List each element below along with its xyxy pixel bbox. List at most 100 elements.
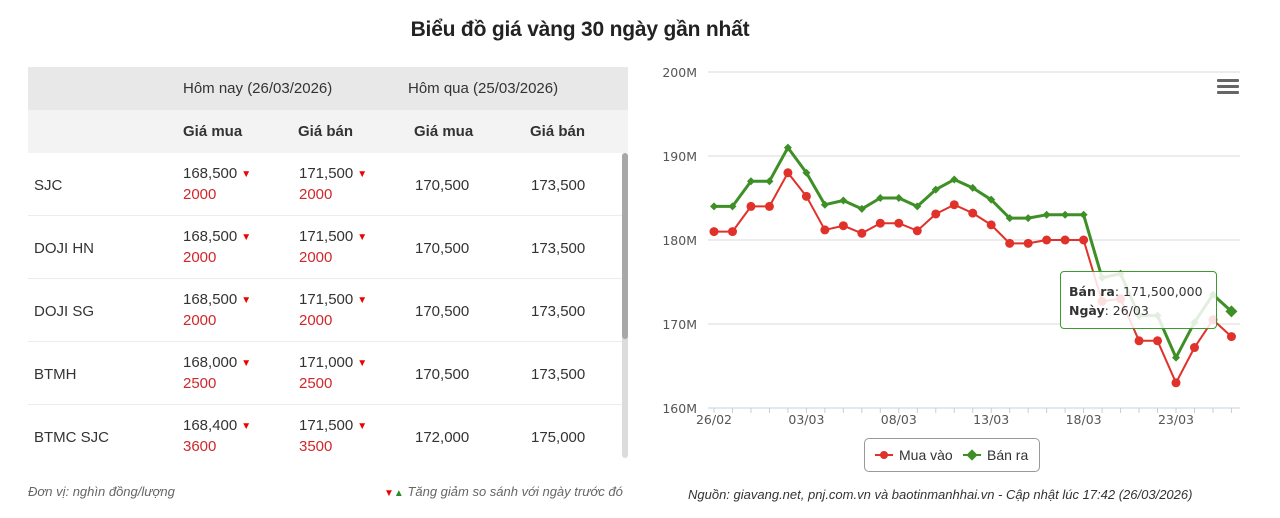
buy-data-point[interactable] — [1023, 238, 1033, 248]
sell-data-point[interactable] — [783, 143, 792, 152]
today-sell-cell: 171,500 ▼ 2000 — [299, 164, 367, 205]
buy-data-point[interactable] — [968, 208, 978, 218]
scrollbar-thumb[interactable] — [622, 153, 628, 339]
tooltip-date: : 26/03 — [1104, 303, 1149, 318]
circle-marker-icon — [875, 449, 893, 461]
buy-data-point[interactable] — [820, 225, 830, 235]
today-sell-change: 2000 — [299, 312, 333, 329]
today-sell-price: 171,500 — [299, 228, 354, 245]
buy-data-point[interactable] — [857, 228, 867, 238]
sell-data-point[interactable] — [802, 168, 811, 177]
today-sell-change: 2000 — [299, 186, 333, 203]
sell-data-point[interactable] — [746, 177, 755, 186]
today-sell-price: 171,000 — [299, 354, 354, 371]
down-triangle-icon: ▼ — [241, 169, 252, 180]
x-axis-tick-label: 26/02 — [696, 412, 732, 427]
sell-data-point[interactable] — [1061, 210, 1070, 219]
legend-item-buy[interactable]: Mua vào — [875, 447, 953, 463]
buy-data-point[interactable] — [1226, 332, 1236, 342]
sell-data-point[interactable] — [1042, 210, 1051, 219]
table-row: BTMH 168,000 ▼ 2500 171,000 ▼ 2500 170,500 173,5… — [28, 342, 622, 405]
diamond-marker-icon — [963, 449, 981, 461]
buy-data-point[interactable] — [764, 201, 774, 211]
buy-data-point[interactable] — [912, 226, 922, 236]
table-row: BTMC SJC 168,400 ▼ 3600 171,500 ▼ 3500 172,000 1… — [28, 405, 622, 460]
buy-data-point[interactable] — [1060, 235, 1070, 245]
tooltip-date-label: Ngày — [1069, 303, 1105, 318]
sell-data-point[interactable] — [1024, 214, 1033, 223]
brand-name: BTMC SJC — [34, 429, 109, 446]
sell-data-point[interactable] — [728, 202, 737, 211]
buy-data-point[interactable] — [1079, 235, 1089, 245]
buy-data-point[interactable] — [875, 218, 885, 228]
brand-name: SJC — [34, 177, 63, 194]
brand-name: BTMH — [34, 366, 77, 383]
page-title: Biểu đồ giá vàng 30 ngày gần nhất — [410, 18, 750, 41]
sell-data-point[interactable] — [876, 194, 885, 202]
buy-data-point[interactable] — [949, 200, 959, 210]
legend-label-buy: Mua vào — [899, 447, 953, 463]
yesterday-buy-price: 170,500 — [415, 240, 470, 257]
buy-data-point[interactable] — [1005, 238, 1015, 248]
sell-data-point[interactable] — [765, 177, 774, 186]
header-today: Hôm nay (26/03/2026) — [183, 80, 333, 97]
buy-data-point[interactable] — [986, 220, 996, 230]
sell-data-point[interactable] — [987, 195, 996, 204]
sell-data-point[interactable] — [968, 183, 977, 192]
today-buy-change: 2500 — [183, 375, 217, 392]
buy-data-point[interactable] — [1042, 235, 1052, 245]
buy-data-point[interactable] — [931, 209, 941, 219]
sell-data-point[interactable] — [857, 204, 866, 213]
sell-data-point[interactable] — [894, 194, 903, 202]
buy-data-point[interactable] — [709, 227, 719, 237]
buy-data-point[interactable] — [1134, 336, 1144, 346]
sell-data-point[interactable] — [1079, 210, 1088, 219]
col-yesterday-sell: Giá bán — [530, 123, 586, 140]
today-sell-cell: 171,500 ▼ 3500 — [299, 416, 367, 457]
source-note: Nguồn: giavang.net, pnj.com.vn và baotin… — [688, 487, 1193, 502]
buy-data-point[interactable] — [801, 191, 811, 201]
today-sell-price: 171,500 — [299, 291, 354, 308]
y-axis-tick-label: 190M — [662, 149, 697, 164]
buy-data-point[interactable] — [894, 218, 904, 228]
sell-data-point[interactable] — [1225, 305, 1238, 318]
sell-data-point[interactable] — [931, 185, 940, 194]
today-buy-change: 2000 — [183, 186, 217, 203]
x-axis-tick-label: 13/03 — [973, 412, 1009, 427]
down-triangle-icon: ▼ — [241, 358, 252, 369]
x-axis-tick-label: 03/03 — [788, 412, 824, 427]
chart-menu-icon[interactable] — [1217, 79, 1239, 95]
sell-data-point[interactable] — [913, 202, 922, 211]
buy-data-point[interactable] — [746, 201, 756, 211]
down-triangle-icon: ▼ — [357, 421, 368, 432]
sell-data-point[interactable] — [839, 196, 848, 205]
gold-price-line-chart[interactable]: 160M 170M 180M 190M 200M 26/02 03/03 08/03 13/03… — [650, 55, 1260, 485]
down-triangle-icon: ▼ — [357, 169, 368, 180]
sell-data-point[interactable] — [950, 175, 959, 184]
y-axis-tick-label: 200M — [662, 65, 697, 80]
buy-data-point[interactable] — [1189, 343, 1199, 353]
y-axis-tick-label: 160M — [662, 401, 697, 416]
sell-data-point[interactable] — [710, 202, 718, 211]
buy-data-point[interactable] — [727, 227, 737, 237]
buy-data-point[interactable] — [1171, 378, 1181, 388]
sell-data-point[interactable] — [1172, 353, 1180, 362]
buy-data-point[interactable] — [1153, 336, 1163, 346]
legend-item-sell[interactable]: Bán ra — [963, 447, 1028, 463]
down-triangle-icon: ▼ — [241, 421, 252, 432]
col-today-sell: Giá bán — [298, 123, 354, 140]
legend-label-sell: Bán ra — [987, 447, 1029, 463]
buy-data-point[interactable] — [783, 168, 793, 178]
yesterday-sell-price: 173,500 — [531, 366, 586, 383]
yesterday-sell-price: 175,000 — [531, 429, 586, 446]
buy-data-point[interactable] — [838, 221, 848, 231]
table-body[interactable]: SJC 168,500 ▼ 2000 171,500 ▼ 2000 170,500 173,50… — [28, 153, 628, 460]
y-axis-tick-label: 180M — [662, 233, 697, 248]
today-buy-cell: 168,500 ▼ 2000 — [183, 227, 251, 268]
change-legend-text: Tăng giảm so sánh với ngày trước đó — [407, 484, 623, 499]
sell-data-point[interactable] — [820, 200, 829, 209]
price-table: Hôm nay (26/03/2026) Hôm qua (25/03/2026… — [28, 67, 628, 460]
sell-data-point[interactable] — [1005, 214, 1014, 223]
x-axis-tick-label: 18/03 — [1066, 412, 1102, 427]
today-buy-price: 168,500 — [183, 165, 238, 182]
